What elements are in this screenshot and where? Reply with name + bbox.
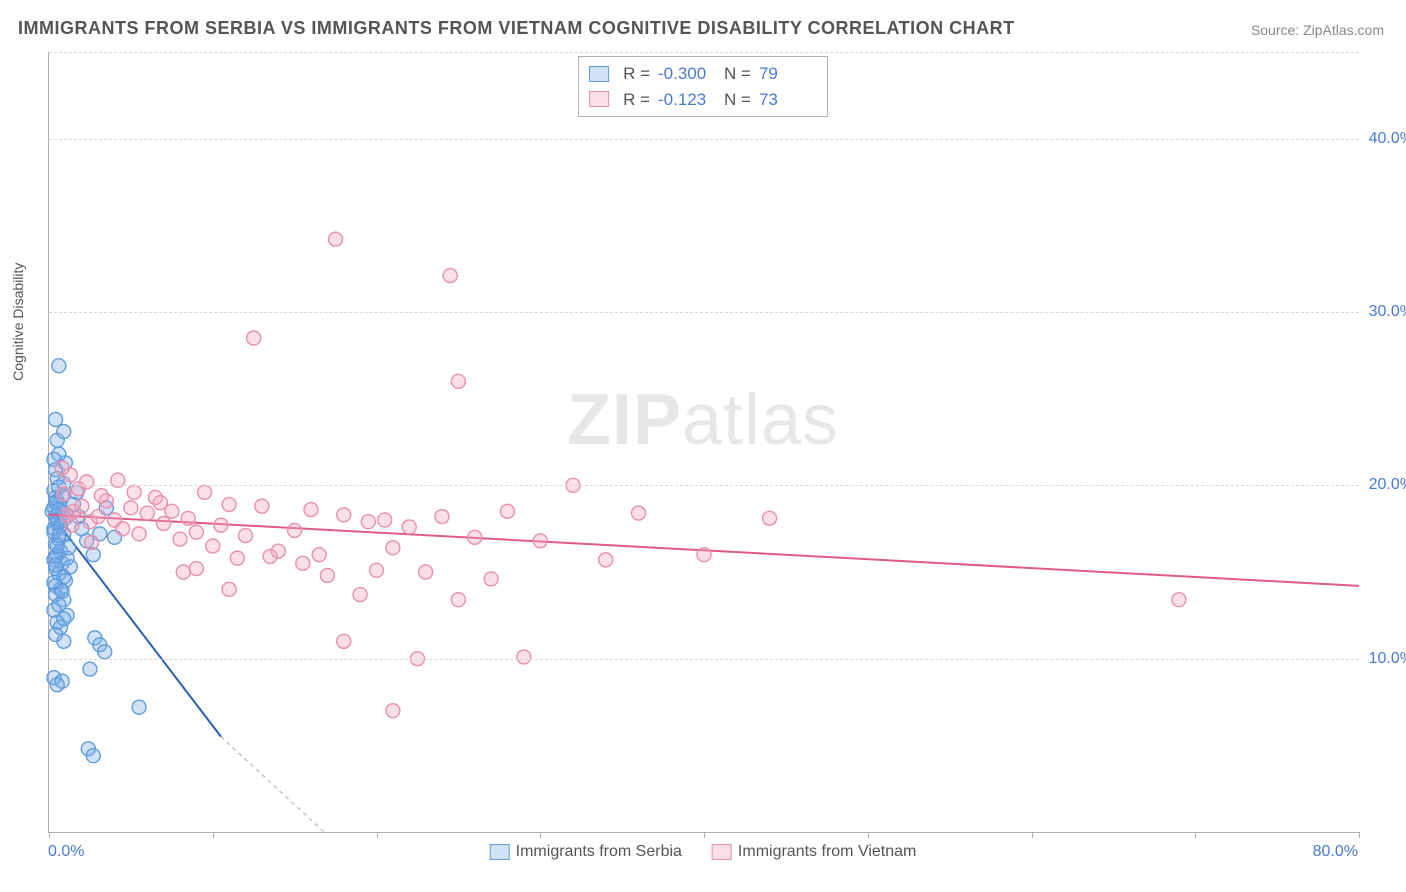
swatch-serbia <box>589 66 609 82</box>
y-tick-label: 30.0% <box>1369 303 1406 321</box>
x-tick <box>1032 832 1033 838</box>
legend-serbia-label: Immigrants from Serbia <box>516 843 682 860</box>
x-axis-min-label: 0.0% <box>48 843 84 861</box>
r-label: R = <box>623 61 650 87</box>
x-tick <box>1359 832 1360 838</box>
vietnam-r-value: -0.123 <box>658 87 716 113</box>
source-attribution: Source: ZipAtlas.com <box>1251 22 1384 38</box>
x-tick <box>1195 832 1196 838</box>
legend-item-vietnam: Immigrants from Vietnam <box>712 843 916 861</box>
stats-row-vietnam: R = -0.123 N = 73 <box>589 87 817 113</box>
x-tick <box>704 832 705 838</box>
vietnam-n-value: 73 <box>759 87 817 113</box>
swatch-serbia <box>490 844 510 860</box>
gridline <box>49 485 1359 486</box>
y-axis-title: Cognitive Disability <box>10 263 26 381</box>
chart-container: IMMIGRANTS FROM SERBIA VS IMMIGRANTS FRO… <box>0 0 1406 892</box>
legend-bottom: Immigrants from Serbia Immigrants from V… <box>490 843 917 861</box>
x-axis-max-label: 80.0% <box>1313 843 1358 861</box>
legend-vietnam-label: Immigrants from Vietnam <box>738 843 916 860</box>
stats-legend-box: R = -0.300 N = 79 R = -0.123 N = 73 <box>578 56 828 117</box>
stats-row-serbia: R = -0.300 N = 79 <box>589 61 817 87</box>
y-tick-label: 40.0% <box>1369 130 1406 148</box>
chart-title: IMMIGRANTS FROM SERBIA VS IMMIGRANTS FRO… <box>18 18 1015 39</box>
x-tick <box>377 832 378 838</box>
gridline <box>49 139 1359 140</box>
y-tick-label: 20.0% <box>1369 476 1406 494</box>
x-tick <box>49 832 50 838</box>
legend-item-serbia: Immigrants from Serbia <box>490 843 682 861</box>
x-tick <box>868 832 869 838</box>
gridline <box>49 312 1359 313</box>
swatch-vietnam <box>589 91 609 107</box>
serbia-r-value: -0.300 <box>658 61 716 87</box>
plot-area: 10.0%20.0%30.0%40.0% <box>48 52 1359 833</box>
serbia-n-value: 79 <box>759 61 817 87</box>
x-tick <box>540 832 541 838</box>
scatter-svg <box>49 52 1359 832</box>
r-label: R = <box>623 87 650 113</box>
n-label: N = <box>724 87 751 113</box>
swatch-vietnam <box>712 844 732 860</box>
x-tick <box>213 832 214 838</box>
y-tick-label: 10.0% <box>1369 650 1406 668</box>
n-label: N = <box>724 61 751 87</box>
gridline <box>49 659 1359 660</box>
